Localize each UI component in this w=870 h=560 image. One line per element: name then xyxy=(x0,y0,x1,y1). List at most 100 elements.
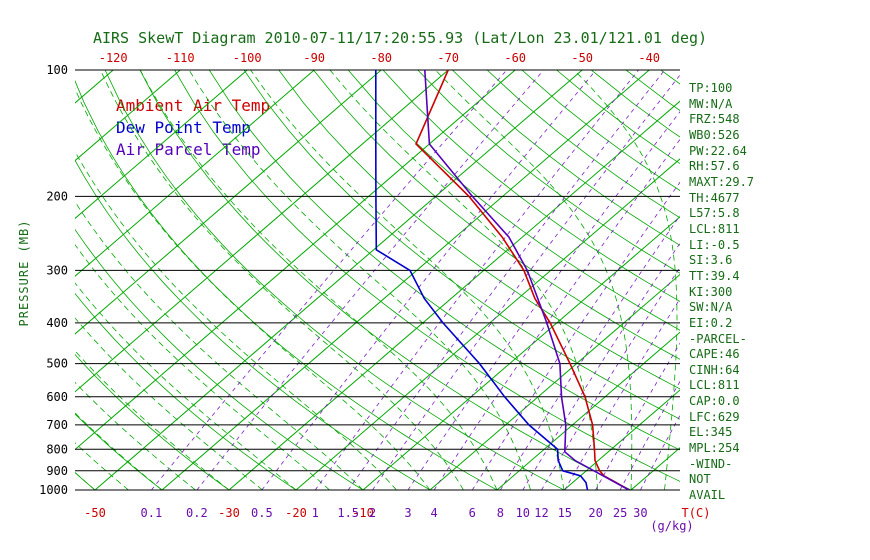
stat-line: LCL:811 xyxy=(689,378,740,393)
mixing-ratio-tick-label: 30 xyxy=(633,506,647,520)
mixing-ratio-tick-label: 0.5 xyxy=(251,506,273,520)
air-parcel-temp-curve xyxy=(424,70,630,490)
dry-adiabat-line xyxy=(417,70,680,274)
pressure-tick-label: 700 xyxy=(46,418,68,432)
top-temp-tick-label: -70 xyxy=(437,51,459,65)
mixing-ratio-line xyxy=(196,70,544,490)
moist-adiabat-line xyxy=(75,87,431,490)
dry-adiabat-line xyxy=(208,70,680,451)
moist-adiabat-line xyxy=(139,70,498,490)
mixing-ratio-line xyxy=(347,70,666,490)
mixing-ratio-line xyxy=(471,181,680,490)
legend: Ambient Air Temp Dew Point Temp Air Parc… xyxy=(116,95,270,161)
legend-air-parcel-temp: Air Parcel Temp xyxy=(116,140,261,159)
stat-line: MW:N/A xyxy=(689,96,733,111)
stat-line: EI:0.2 xyxy=(689,315,733,330)
dry-adiabat-line xyxy=(486,70,680,219)
sounding-curves xyxy=(375,70,630,490)
moist-adiabat-line xyxy=(250,70,565,490)
mixing-ratio-tick-label: 0.2 xyxy=(186,506,208,520)
mixing-ratio-tick-label: 1 xyxy=(312,506,319,520)
isotherm-line xyxy=(563,389,680,490)
isotherm-line xyxy=(75,70,449,393)
dry-adiabat-line xyxy=(278,70,680,390)
mixing-ratio-tick-label: 8 xyxy=(497,506,504,520)
top-temp-tick-label: -50 xyxy=(571,51,593,65)
dry-adiabat-line xyxy=(174,70,680,482)
moist-adiabat-line xyxy=(435,70,633,490)
top-temp-tick-label: -90 xyxy=(303,51,325,65)
dry-adiabat-line xyxy=(75,353,230,490)
moist-adiabat-line xyxy=(573,70,678,490)
isotherm-line xyxy=(94,70,583,490)
isotherm-line xyxy=(429,273,680,490)
stats-panel: TP:100 MW:N/A FRZ:548 WB0:526 PW:22.64 RH:57.… xyxy=(689,81,754,504)
top-temp-tick-label: -110 xyxy=(166,51,195,65)
moist-adiabat-line xyxy=(75,244,330,490)
stat-line: MPL:254 xyxy=(689,441,740,456)
mixing-unit-label: (g/kg) xyxy=(650,519,693,533)
stat-line: CINH:64 xyxy=(689,362,740,377)
pressure-tick-label: 500 xyxy=(46,357,68,371)
bottom-temp-tick-label: -50 xyxy=(84,506,106,520)
stat-line: LCL:811 xyxy=(689,221,740,236)
isotherm-line xyxy=(295,158,680,490)
ambient-temp-curve xyxy=(415,70,630,490)
mixing-ratio-line xyxy=(619,380,680,490)
dry-adiabat-line xyxy=(75,292,297,490)
mixing-ratio-tick-label: 3 xyxy=(404,506,411,520)
isotherm-line xyxy=(362,216,680,490)
mixing-ratio-tick-label: 4 xyxy=(430,506,437,520)
mixing-ratio-line xyxy=(151,70,508,490)
background-lines xyxy=(75,70,680,490)
mixing-ratio-line xyxy=(541,266,680,490)
mixing-ratio-tick-label: 0.1 xyxy=(141,506,163,520)
moist-adiabat-line xyxy=(100,70,464,490)
stat-line: CAP:0.0 xyxy=(689,394,740,409)
moist-adiabat-line xyxy=(75,150,397,490)
dry-adiabat-line xyxy=(382,70,680,302)
pressure-tick-label: 900 xyxy=(46,464,68,478)
dry-adiabat-line xyxy=(75,228,364,490)
isotherm-line xyxy=(496,331,680,490)
stat-line: SW:N/A xyxy=(689,300,733,315)
mixing-ratio-line xyxy=(261,70,597,490)
dry-adiabat-line xyxy=(139,70,632,490)
mixing-ratio-line xyxy=(500,214,680,490)
mixing-ratio-line xyxy=(314,70,639,490)
pressure-tick-label: 300 xyxy=(46,263,68,277)
pressure-tick-label: 800 xyxy=(46,442,68,456)
moist-adiabat-line xyxy=(75,317,263,490)
pressure-tick-label: 200 xyxy=(46,189,68,203)
stat-line: TH:4677 xyxy=(689,190,740,205)
moist-adiabat-line xyxy=(75,350,230,490)
top-temp-tick-label: -120 xyxy=(99,51,128,65)
stat-line: -PARCEL- xyxy=(689,331,747,346)
top-temp-tick-label: -80 xyxy=(370,51,392,65)
dry-adiabat-line xyxy=(75,79,498,490)
dry-adiabat-line xyxy=(75,159,431,490)
mixing-ratio-tick-label: 2 xyxy=(369,506,376,520)
mixing-ratio-tick-label: 12 xyxy=(534,506,548,520)
isotherm-line xyxy=(75,70,516,451)
stat-line: RH:57.6 xyxy=(689,159,740,174)
temp-unit-label: T(C) xyxy=(682,506,711,520)
stat-line: MAXT:29.7 xyxy=(689,174,755,189)
mixing-ratio-tick-label: 25 xyxy=(613,506,627,520)
stat-line: WB0:526 xyxy=(689,127,740,142)
mixing-ratio-line xyxy=(522,242,680,490)
moist-adiabat-line xyxy=(75,282,297,490)
stat-line: CAPE:46 xyxy=(689,347,740,362)
stat-line: SI:3.6 xyxy=(689,253,733,268)
mixing-ratio-tick-label: 1.5 xyxy=(337,506,359,520)
isotherm-line xyxy=(228,100,680,490)
bottom-temp-tick-label: -20 xyxy=(285,506,307,520)
stat-line: L57:5.8 xyxy=(689,206,740,221)
stat-line: KI:300 xyxy=(689,284,733,299)
mixing-ratio-tick-label: 20 xyxy=(588,506,602,520)
top-temp-tick-label: -100 xyxy=(233,51,262,65)
stat-line: -WIND- xyxy=(689,456,733,471)
moist-adiabat-line xyxy=(188,70,531,490)
